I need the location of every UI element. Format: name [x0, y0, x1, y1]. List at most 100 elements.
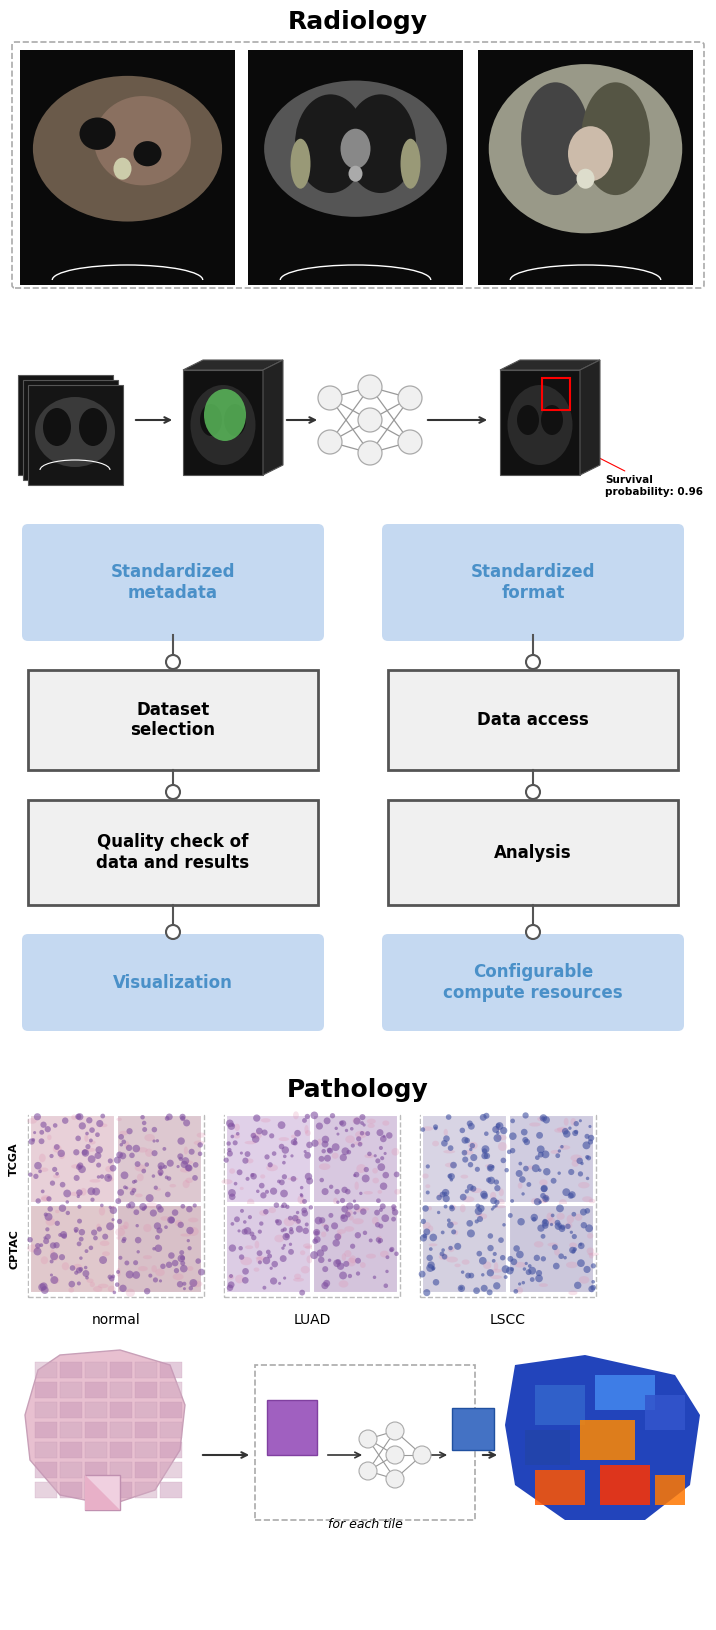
Circle shape	[375, 1159, 380, 1164]
Ellipse shape	[521, 82, 590, 196]
Circle shape	[148, 1273, 153, 1278]
Circle shape	[243, 1221, 246, 1224]
Circle shape	[576, 1157, 583, 1164]
Circle shape	[532, 1218, 536, 1222]
Circle shape	[294, 1130, 301, 1136]
Circle shape	[166, 655, 180, 668]
Circle shape	[107, 1175, 110, 1178]
Circle shape	[54, 1242, 59, 1249]
Bar	[478, 51, 693, 285]
Ellipse shape	[27, 1244, 39, 1252]
Text: Pathology: Pathology	[287, 1077, 429, 1102]
Circle shape	[526, 655, 540, 668]
Circle shape	[358, 442, 382, 465]
Circle shape	[563, 1130, 571, 1138]
Circle shape	[360, 1208, 367, 1214]
Circle shape	[544, 1196, 548, 1201]
Circle shape	[40, 1121, 47, 1128]
Bar	[595, 1376, 655, 1410]
Polygon shape	[580, 360, 600, 474]
Ellipse shape	[382, 1120, 390, 1126]
Circle shape	[86, 1117, 92, 1123]
Ellipse shape	[87, 1278, 94, 1283]
Circle shape	[451, 1229, 456, 1234]
Polygon shape	[183, 370, 263, 474]
Bar	[60, 1443, 82, 1457]
Circle shape	[251, 1174, 257, 1180]
Circle shape	[276, 1219, 282, 1226]
Circle shape	[555, 1219, 561, 1226]
Circle shape	[583, 1141, 591, 1149]
Circle shape	[279, 1180, 285, 1185]
Circle shape	[511, 1200, 514, 1203]
Circle shape	[115, 1198, 121, 1205]
Ellipse shape	[566, 1214, 574, 1224]
Ellipse shape	[558, 1200, 567, 1206]
Bar	[30, 1205, 115, 1293]
Text: Quality check of
data and results: Quality check of data and results	[97, 833, 250, 872]
Ellipse shape	[105, 1165, 114, 1172]
Circle shape	[386, 1446, 404, 1464]
Circle shape	[267, 1253, 272, 1258]
Circle shape	[377, 1240, 381, 1244]
Circle shape	[337, 1263, 344, 1270]
Bar	[135, 1462, 157, 1478]
Ellipse shape	[300, 1250, 305, 1255]
Circle shape	[423, 1289, 430, 1296]
Ellipse shape	[55, 1209, 59, 1213]
Bar	[35, 1421, 57, 1438]
Circle shape	[506, 1267, 513, 1275]
Circle shape	[486, 1177, 491, 1183]
Text: Data access: Data access	[477, 711, 589, 729]
Circle shape	[530, 1278, 535, 1281]
Circle shape	[491, 1208, 494, 1211]
Circle shape	[560, 1224, 566, 1231]
Ellipse shape	[366, 1253, 376, 1258]
Circle shape	[62, 1234, 67, 1239]
Circle shape	[73, 1149, 79, 1156]
Circle shape	[355, 1258, 361, 1263]
Circle shape	[351, 1144, 355, 1148]
Ellipse shape	[59, 1152, 65, 1159]
Circle shape	[442, 1253, 448, 1260]
Circle shape	[312, 1239, 318, 1244]
Ellipse shape	[98, 1284, 109, 1288]
Circle shape	[49, 1260, 54, 1263]
Circle shape	[277, 1180, 281, 1183]
Circle shape	[79, 1257, 82, 1260]
Circle shape	[135, 1237, 142, 1244]
Circle shape	[301, 1208, 307, 1213]
Circle shape	[234, 1216, 240, 1222]
Circle shape	[332, 1239, 340, 1247]
Circle shape	[359, 1430, 377, 1447]
Circle shape	[106, 1222, 114, 1231]
Circle shape	[584, 1134, 589, 1139]
Circle shape	[513, 1289, 518, 1294]
Circle shape	[76, 1164, 82, 1170]
Ellipse shape	[349, 1216, 354, 1221]
Ellipse shape	[534, 1240, 543, 1247]
Circle shape	[130, 1190, 135, 1195]
Ellipse shape	[345, 95, 416, 192]
FancyBboxPatch shape	[22, 523, 324, 641]
Circle shape	[511, 1258, 517, 1265]
Circle shape	[198, 1143, 203, 1148]
Ellipse shape	[349, 166, 362, 181]
Circle shape	[306, 1177, 313, 1185]
Circle shape	[177, 1281, 183, 1288]
Circle shape	[274, 1203, 279, 1208]
Circle shape	[239, 1255, 244, 1260]
Circle shape	[120, 1172, 128, 1178]
Circle shape	[321, 1149, 326, 1154]
Bar	[110, 1482, 132, 1498]
Circle shape	[241, 1229, 248, 1234]
Circle shape	[510, 1148, 516, 1154]
Circle shape	[289, 1229, 294, 1234]
Circle shape	[281, 1205, 284, 1208]
Circle shape	[36, 1198, 41, 1203]
Circle shape	[467, 1120, 473, 1126]
Circle shape	[188, 1149, 195, 1154]
Circle shape	[542, 1219, 549, 1227]
Circle shape	[88, 1156, 95, 1164]
Circle shape	[223, 1157, 229, 1162]
